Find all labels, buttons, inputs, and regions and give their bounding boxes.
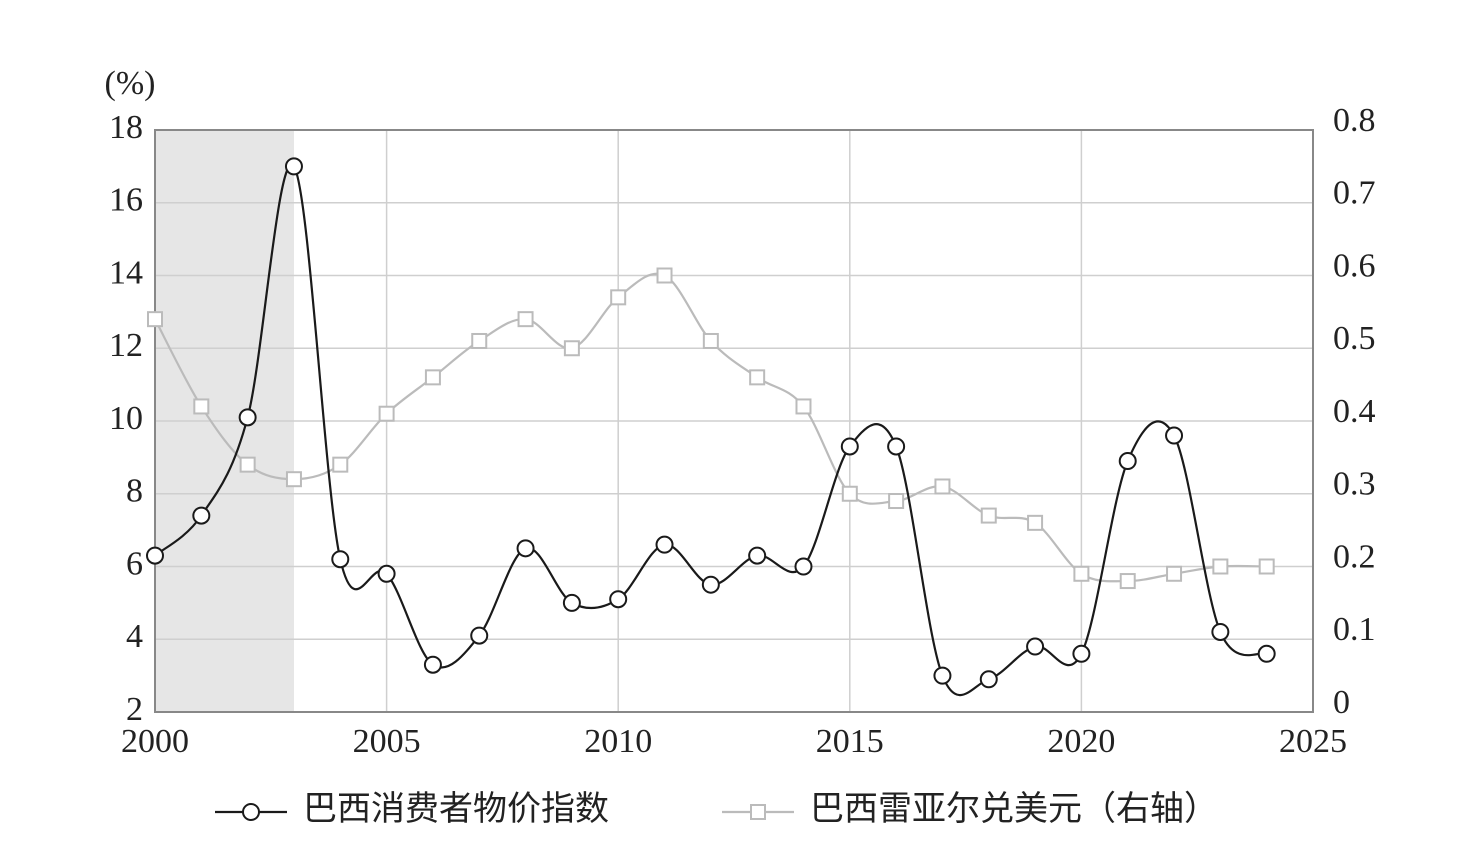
y-tick-label: 14 [109, 254, 143, 291]
y2-tick-label: 0.2 [1333, 538, 1376, 575]
x-tick-label: 2020 [1047, 723, 1115, 760]
data-point [562, 593, 581, 612]
data-point [563, 340, 580, 357]
y-tick-label: 16 [109, 182, 143, 219]
y2-tick-label: 0.7 [1333, 175, 1376, 212]
data-point [934, 478, 951, 495]
legend-text: 巴西消费者物价指数 [303, 790, 609, 828]
data-point [192, 506, 211, 525]
legend-item: 巴西雷亚尔兑美元（右轴） [722, 790, 1218, 828]
data-point [794, 557, 813, 576]
data-point [284, 157, 303, 176]
data-point [1257, 644, 1276, 663]
data-point [1258, 558, 1275, 575]
data-point [424, 369, 441, 386]
data-point [655, 535, 674, 554]
legend-text: 巴西雷亚尔兑美元（右轴） [810, 790, 1218, 828]
data-point [1072, 644, 1091, 663]
plot-frame [154, 129, 1314, 713]
data-point [471, 332, 488, 349]
data-point [1027, 514, 1044, 531]
data-point [332, 456, 349, 473]
y2-tick-label: 0.5 [1333, 320, 1376, 357]
y-tick-label: 18 [109, 109, 143, 146]
x-tick-label: 2015 [816, 723, 884, 760]
data-point [702, 332, 719, 349]
data-point [701, 575, 720, 594]
data-point [423, 655, 442, 674]
data-point [239, 456, 256, 473]
legend-marker [242, 803, 260, 821]
y2-tick-label: 0.6 [1333, 247, 1376, 284]
data-point [980, 507, 997, 524]
data-point [331, 550, 350, 569]
data-point [1211, 622, 1230, 641]
x-tick-label: 2000 [121, 723, 189, 760]
data-point [1165, 426, 1184, 445]
data-point [285, 471, 302, 488]
data-point [749, 369, 766, 386]
y2-tick-label: 0.4 [1333, 393, 1376, 430]
data-point [656, 267, 673, 284]
y2-tick-label: 0.1 [1333, 611, 1376, 648]
y-tick-label: 8 [126, 473, 143, 510]
data-point [1026, 637, 1045, 656]
y-tick-label: 10 [109, 400, 143, 437]
legend-marker [750, 804, 766, 820]
data-point [516, 539, 535, 558]
data-point [748, 546, 767, 565]
data-point [238, 408, 257, 427]
x-tick-label: 2005 [353, 723, 421, 760]
y-tick-label: 2 [126, 691, 143, 728]
data-point [933, 666, 952, 685]
y-axis-unit: (%) [105, 65, 156, 102]
data-point [193, 398, 210, 415]
data-point [377, 564, 396, 583]
legend-item: 巴西消费者物价指数 [215, 790, 609, 828]
data-point [1119, 573, 1136, 590]
y-tick-label: 4 [126, 618, 143, 655]
data-point [378, 405, 395, 422]
data-point [146, 546, 164, 565]
data-point [887, 437, 906, 456]
x-tick-label: 2025 [1279, 723, 1347, 760]
data-point [1118, 452, 1137, 471]
x-tick-label: 2010 [584, 723, 652, 760]
y2-tick-label: 0 [1333, 684, 1350, 721]
data-point [610, 289, 627, 306]
data-point [888, 493, 905, 510]
y-tick-label: 12 [109, 327, 143, 364]
y2-tick-label: 0.3 [1333, 466, 1376, 503]
data-point [1212, 558, 1229, 575]
data-point [147, 311, 163, 328]
data-point [517, 311, 534, 328]
data-point [609, 590, 628, 609]
data-point [841, 485, 858, 502]
y-tick-label: 6 [126, 545, 143, 582]
y2-tick-label: 0.8 [1333, 102, 1376, 139]
data-point [1073, 565, 1090, 582]
data-point [470, 626, 489, 645]
data-point [979, 670, 998, 689]
data-point [1166, 565, 1183, 582]
series-line [154, 163, 1268, 697]
data-point [795, 398, 812, 415]
series-line [154, 272, 1267, 583]
data-point [840, 437, 859, 456]
